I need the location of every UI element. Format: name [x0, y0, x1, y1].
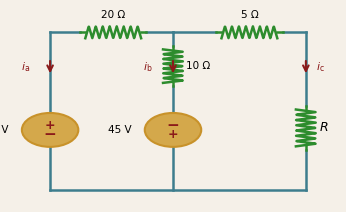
- Text: 30 V: 30 V: [0, 125, 9, 135]
- Text: $i_\mathrm{c}$: $i_\mathrm{c}$: [316, 60, 325, 74]
- Text: +: +: [45, 119, 55, 132]
- Text: 45 V: 45 V: [108, 125, 131, 135]
- Text: 20 Ω: 20 Ω: [101, 10, 125, 20]
- Text: 5 Ω: 5 Ω: [240, 10, 258, 20]
- Text: +: +: [168, 128, 178, 141]
- Text: 10 Ω: 10 Ω: [186, 61, 210, 71]
- Text: $i_\mathrm{b}$: $i_\mathrm{b}$: [144, 60, 153, 74]
- Text: −: −: [44, 127, 56, 142]
- Text: $R$: $R$: [319, 121, 329, 134]
- Circle shape: [145, 113, 201, 147]
- Text: $i_\mathrm{a}$: $i_\mathrm{a}$: [21, 60, 30, 74]
- Circle shape: [22, 113, 78, 147]
- Text: −: −: [167, 118, 179, 133]
